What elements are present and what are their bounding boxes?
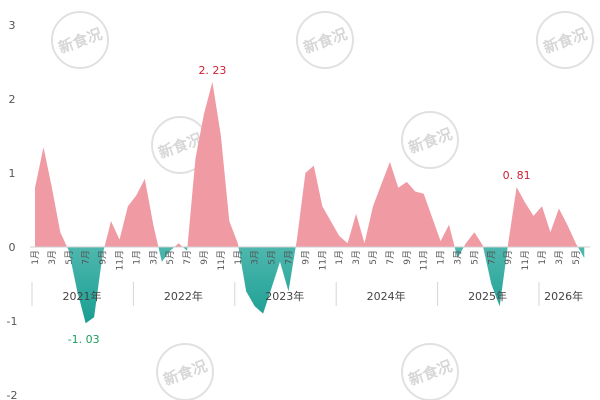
positive-area <box>35 82 585 247</box>
x-month-label: 1月 <box>436 250 447 265</box>
y-axis: -2 -1 0 1 2 3 <box>7 19 18 400</box>
x-axis: 1月 3月 5月 7月 9月 11月 1月 3月 5月 7月 9月 11月 1月 3月 5月 7月 9月 11月 1… <box>30 246 590 306</box>
x-month-label: 11月 <box>115 250 126 270</box>
watermark-text: 新食况 <box>406 125 454 157</box>
x-month-label: 5月 <box>571 250 582 265</box>
y-tick-label: 2 <box>9 93 16 106</box>
x-month-label: 9月 <box>402 250 413 265</box>
x-month-label: 5月 <box>64 250 75 265</box>
x-month-label: 1月 <box>233 250 244 265</box>
x-year-label: 2024年 <box>367 289 406 303</box>
x-month-label: 5月 <box>267 250 278 265</box>
x-month-label: 9月 <box>98 250 109 265</box>
watermark-text: 新食况 <box>56 25 104 57</box>
watermark-ring <box>51 11 109 69</box>
x-month-label: 11月 <box>419 250 430 270</box>
x-month-label: 3月 <box>47 250 58 265</box>
x-year-label: 2025年 <box>468 289 507 303</box>
y-tick-label: -2 <box>7 389 18 400</box>
y-tick-label: 0 <box>9 241 16 254</box>
x-month-label: 1月 <box>30 250 41 265</box>
x-month-label: 1月 <box>131 250 142 265</box>
x-year-label: 2026年 <box>544 289 583 303</box>
watermark-text: 新食况 <box>541 25 589 57</box>
x-month-label: 3月 <box>250 250 261 265</box>
x-month-label: 7月 <box>284 250 295 265</box>
x-month-label: 7月 <box>182 250 193 265</box>
watermark-text: 新食况 <box>161 357 209 389</box>
watermark-ring <box>296 11 354 69</box>
watermark-ring <box>401 343 459 400</box>
x-month-label: 5月 <box>368 250 379 265</box>
x-year-label: 2022年 <box>164 289 203 303</box>
annotations: 2. 23 -1. 03 0. 81 <box>68 64 531 346</box>
data-label: -1. 03 <box>68 333 100 346</box>
x-month-label: 5月 <box>165 250 176 265</box>
watermark-text: 新食况 <box>301 25 349 57</box>
watermark-text: 新食况 <box>406 357 454 389</box>
y-tick-label: -1 <box>7 315 18 328</box>
x-month-label: 3月 <box>351 250 362 265</box>
x-month-label: 3月 <box>554 250 565 265</box>
data-label: 0. 81 <box>503 169 531 182</box>
watermark-ring <box>536 11 594 69</box>
x-month-label: 5月 <box>469 250 480 265</box>
x-month-label: 9月 <box>199 250 210 265</box>
x-month-label: 7月 <box>385 250 396 265</box>
x-month-label: 11月 <box>216 250 227 270</box>
x-year-label: 2021年 <box>62 289 101 303</box>
x-month-label: 11月 <box>317 250 328 270</box>
x-month-label: 9月 <box>503 250 514 265</box>
watermark-ring <box>401 111 459 169</box>
y-tick-label: 3 <box>9 19 16 32</box>
x-month-label: 9月 <box>300 250 311 265</box>
x-month-label: 7月 <box>486 250 497 265</box>
area-series <box>35 82 585 324</box>
x-year-label: 2023年 <box>265 289 304 303</box>
x-month-label: 1月 <box>537 250 548 265</box>
x-month-label: 3月 <box>148 250 159 265</box>
data-label: 2. 23 <box>198 64 226 77</box>
x-month-label: 7月 <box>81 250 92 265</box>
negative-area <box>35 247 585 324</box>
y-tick-label: 1 <box>9 167 16 180</box>
watermark-ring <box>156 343 214 400</box>
x-month-label: 11月 <box>520 250 531 270</box>
x-month-label: 3月 <box>453 250 464 265</box>
x-month-label: 1月 <box>334 250 345 265</box>
